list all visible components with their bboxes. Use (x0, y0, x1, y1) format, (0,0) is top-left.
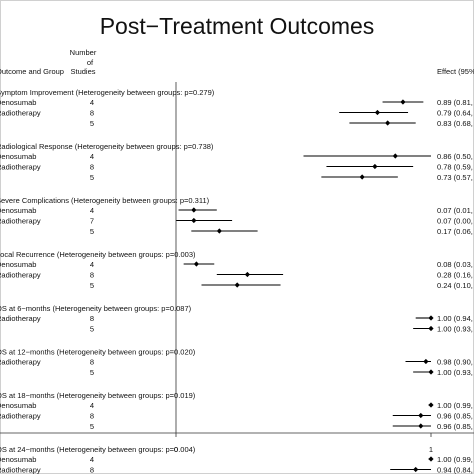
point-estimate (191, 217, 197, 224)
row-num-studies: 4 (90, 401, 94, 410)
point-estimate (428, 456, 434, 462)
row-label: Radiotherapy (0, 163, 41, 172)
row-effect-text: 1.00 (0.94, 1.00) (437, 314, 474, 323)
group-label: OS at 6−months (Heterogeneity between gr… (0, 304, 192, 313)
row-effect-text: 0.28 (0.16, 0.42) (437, 271, 474, 280)
row-num-studies: 5 (90, 227, 94, 236)
row-label: Denosumab (0, 260, 36, 269)
row-effect-text: 0.96 (0.85, 1.00) (437, 422, 474, 431)
row-label: Radiotherapy (0, 314, 41, 323)
row-num-studies: 8 (90, 109, 94, 118)
row-effect-text: 1.00 (0.93, 1.00) (437, 325, 474, 334)
row-num-studies: 4 (90, 206, 94, 215)
point-estimate (385, 120, 391, 126)
row-num-studies: 5 (90, 422, 94, 431)
point-estimate (359, 174, 365, 180)
point-estimate (372, 163, 378, 170)
point-estimate (392, 153, 398, 159)
row-num-studies: 8 (90, 466, 94, 474)
x-tick-label: 0 (174, 445, 178, 454)
row-label: Radiotherapy (0, 466, 41, 474)
group-label: OS at 18−months (Heterogeneity between g… (0, 391, 196, 400)
row-label: Denosumab (0, 455, 36, 464)
row-num-studies: 7 (90, 217, 94, 226)
row-effect-text: 0.17 (0.06, 0.32) (437, 227, 474, 236)
group-label: Symptom Improvement (Heterogeneity betwe… (0, 88, 215, 97)
row-label: Denosumab (0, 98, 36, 107)
row-num-studies: 5 (90, 173, 94, 182)
row-num-studies: 4 (90, 455, 94, 464)
row-effect-text: 1.00 (0.99, 1.00) (437, 401, 474, 410)
row-num-studies: 8 (90, 358, 94, 367)
header-effect: Effect (95% CI) (437, 67, 474, 76)
point-estimate (234, 282, 240, 288)
group-label: Radiological Response (Heterogeneity bet… (0, 142, 214, 151)
row-effect-text: 0.79 (0.64, 0.91) (437, 109, 474, 118)
point-estimate (423, 358, 429, 365)
header-num-studies-3: Studies (70, 67, 95, 76)
row-effect-text: 0.86 (0.50, 1.00) (437, 152, 474, 161)
forest-rows: Symptom Improvement (Heterogeneity betwe… (0, 88, 474, 474)
row-num-studies: 5 (90, 119, 94, 128)
point-estimate (193, 261, 199, 267)
row-effect-text: 0.78 (0.59, 0.93) (437, 163, 474, 172)
point-estimate (418, 412, 424, 419)
row-effect-text: 0.07 (0.00, 0.22) (437, 217, 474, 226)
row-effect-text: 0.08 (0.03, 0.15) (437, 260, 474, 269)
header-outcome-group: Outcome and Group (0, 67, 64, 76)
row-effect-text: 1.00 (0.99, 1.00) (437, 455, 474, 464)
point-estimate (400, 99, 406, 105)
row-effect-text: 0.94 (0.84, 1.00) (437, 466, 474, 474)
row-num-studies: 5 (90, 368, 94, 377)
row-num-studies: 8 (90, 271, 94, 280)
point-estimate (413, 466, 419, 473)
row-label: Denosumab (0, 152, 36, 161)
row-num-studies: 4 (90, 260, 94, 269)
row-effect-text: 0.24 (0.10, 0.41) (437, 281, 474, 290)
row-effect-text: 1.00 (0.93, 1.00) (437, 368, 474, 377)
row-effect-text: 0.96 (0.85, 1.00) (437, 412, 474, 421)
row-num-studies: 8 (90, 163, 94, 172)
point-estimate (244, 271, 250, 278)
row-label: Radiotherapy (0, 271, 41, 280)
row-num-studies: 8 (90, 412, 94, 421)
group-label: Severe Complications (Heterogeneity betw… (0, 196, 210, 205)
row-effect-text: 0.73 (0.57, 0.87) (437, 173, 474, 182)
point-estimate (428, 369, 434, 375)
row-label: Radiotherapy (0, 217, 41, 226)
row-effect-text: 0.83 (0.68, 0.94) (437, 119, 474, 128)
chart-title: Post−Treatment Outcomes (100, 13, 375, 39)
group-label: Local Recurrence (Heterogeneity between … (0, 250, 196, 259)
row-label: Radiotherapy (0, 412, 41, 421)
point-estimate (418, 423, 424, 429)
row-label: Denosumab (0, 206, 36, 215)
row-num-studies: 5 (90, 325, 94, 334)
row-num-studies: 8 (90, 314, 94, 323)
row-num-studies: 5 (90, 281, 94, 290)
point-estimate (428, 325, 434, 332)
point-estimate (216, 228, 222, 234)
header-num-studies-2: of (87, 58, 94, 67)
point-estimate (428, 315, 434, 321)
row-effect-text: 0.89 (0.81, 0.97) (437, 98, 474, 107)
x-tick-label: 1 (429, 445, 433, 454)
row-label: Denosumab (0, 401, 36, 410)
row-effect-text: 0.07 (0.01, 0.16) (437, 206, 474, 215)
header-num-studies-1: Number (70, 48, 97, 57)
point-estimate (428, 402, 434, 408)
group-label: OS at 12−months (Heterogeneity between g… (0, 348, 196, 357)
group-label: OS at 24−months (Heterogeneity between g… (0, 445, 196, 454)
point-estimate (374, 109, 381, 116)
row-effect-text: 0.98 (0.90, 1.00) (437, 358, 474, 367)
row-num-studies: 4 (90, 98, 94, 107)
row-label: Radiotherapy (0, 358, 41, 367)
point-estimate (191, 207, 197, 213)
row-label: Radiotherapy (0, 109, 41, 118)
row-num-studies: 4 (90, 152, 94, 161)
